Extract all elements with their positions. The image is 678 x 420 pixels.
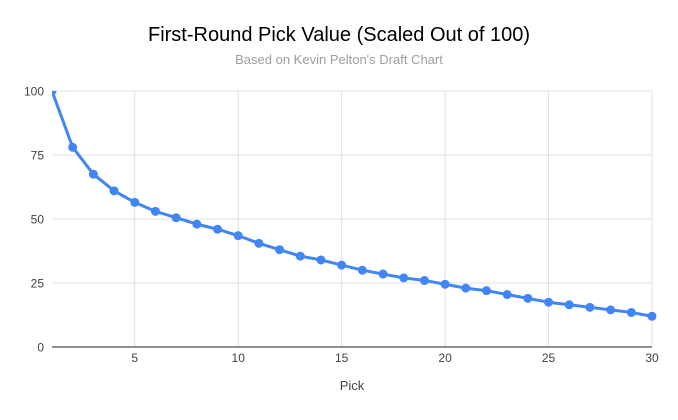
data-point-marker <box>213 224 223 234</box>
data-point-marker <box>357 265 367 275</box>
x-axis-title: Pick <box>339 378 365 393</box>
data-point-marker <box>337 260 347 270</box>
series-pick-value <box>52 91 657 321</box>
data-point-marker <box>544 297 554 307</box>
data-point-marker <box>254 238 264 248</box>
y-tick-label: 100 <box>24 85 44 99</box>
data-point-marker <box>419 275 429 285</box>
data-point-marker <box>585 302 595 312</box>
data-point-marker <box>295 251 305 261</box>
data-point-marker <box>275 245 285 255</box>
data-point-marker <box>130 197 140 207</box>
data-point-marker <box>440 279 450 289</box>
y-tick-label: 25 <box>31 277 45 291</box>
y-tick-label: 75 <box>31 149 45 163</box>
data-point-marker <box>233 231 243 241</box>
data-point-marker <box>316 255 326 265</box>
x-tick-label: 5 <box>131 351 138 365</box>
data-point-marker <box>68 142 78 152</box>
data-point-marker <box>109 186 119 196</box>
data-point-marker <box>606 305 616 315</box>
chart-subtitle: Based on Kevin Pelton's Draft Chart <box>235 52 443 67</box>
data-point-marker <box>378 269 388 279</box>
y-tick-label: 50 <box>31 213 45 227</box>
data-point-marker <box>461 283 471 293</box>
y-tick-label: 0 <box>37 341 44 355</box>
data-point-marker <box>564 300 574 310</box>
data-point-marker <box>647 311 657 321</box>
chart-title: First-Round Pick Value (Scaled Out of 10… <box>147 24 531 46</box>
data-point-marker <box>626 307 636 317</box>
x-tick-label: 25 <box>542 351 556 365</box>
x-tick-label: 10 <box>232 351 246 365</box>
x-tick-label: 30 <box>645 351 659 365</box>
data-point-marker <box>52 91 57 96</box>
data-point-marker <box>523 293 533 303</box>
x-tick-label: 15 <box>335 351 349 365</box>
data-point-marker <box>192 219 202 229</box>
data-point-marker <box>481 286 491 296</box>
data-point-marker <box>88 169 98 179</box>
data-point-marker <box>150 206 160 216</box>
data-point-marker <box>399 273 409 283</box>
data-point-marker <box>502 290 512 300</box>
data-point-marker <box>171 213 181 223</box>
x-tick-label: 20 <box>438 351 452 365</box>
